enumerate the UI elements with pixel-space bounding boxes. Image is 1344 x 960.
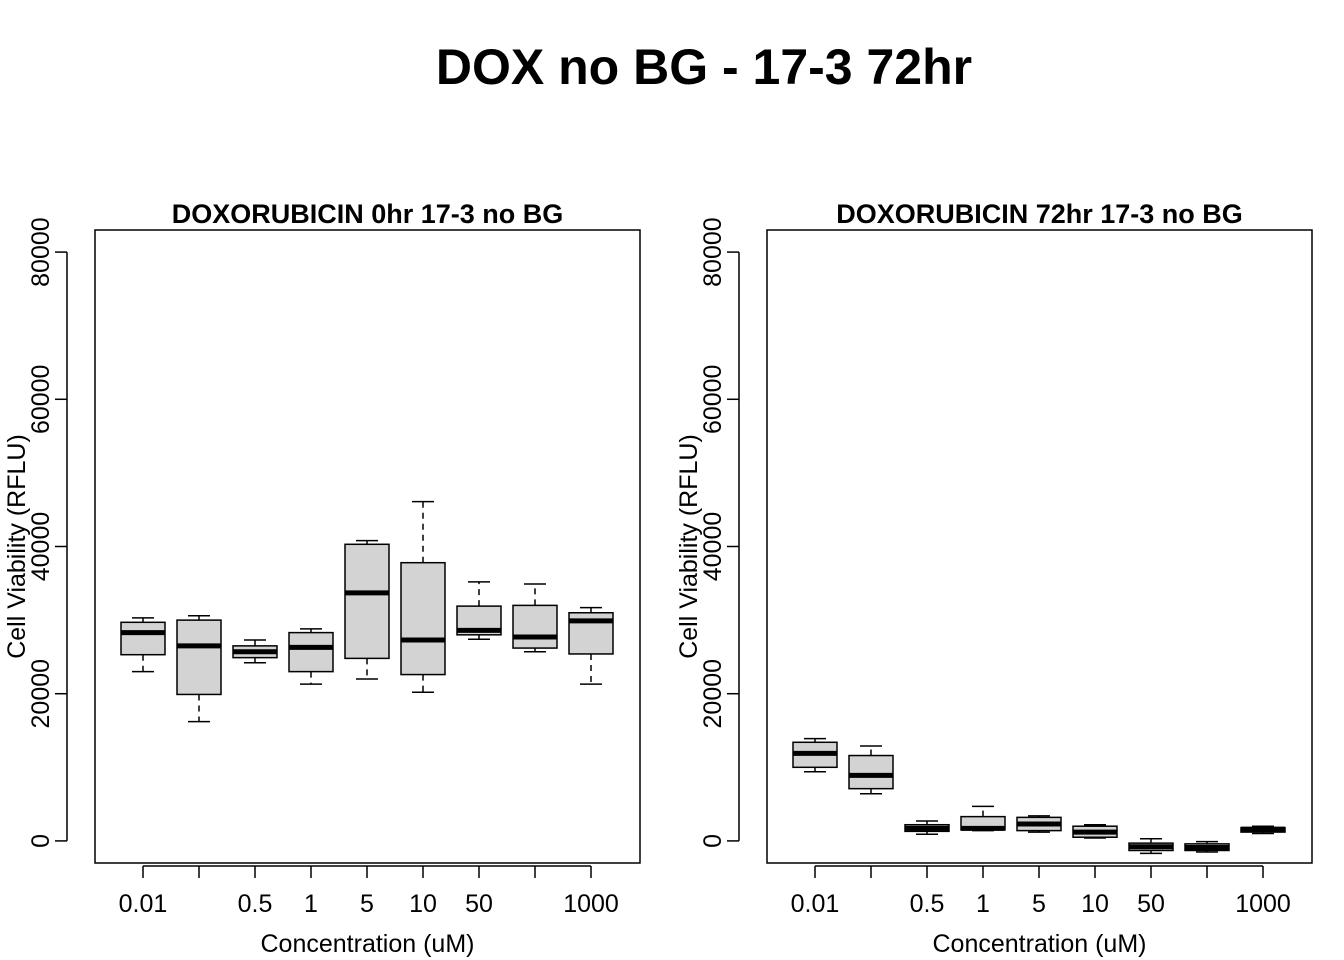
plot-frame	[766, 229, 1313, 864]
box-iqr	[512, 604, 558, 649]
main-title: DOX no BG - 17-3 72hr	[435, 39, 973, 95]
x-tick-label: 5	[1032, 890, 1046, 918]
box-5	[1072, 823, 1118, 839]
box-0	[120, 617, 166, 673]
box-4	[1016, 815, 1062, 833]
box-iqr	[848, 754, 894, 790]
box-iqr	[120, 621, 166, 656]
y-tick-label: 40000	[27, 512, 55, 582]
y-tick-label: 80000	[699, 217, 727, 287]
box-1	[176, 614, 222, 723]
y-tick-label: 60000	[27, 365, 55, 435]
y-axis-label: Cell Viability (RFLU)	[3, 434, 31, 659]
box-7	[512, 583, 558, 653]
box-iqr	[344, 543, 390, 660]
box-3	[288, 628, 334, 685]
y-tick-label: 80000	[27, 217, 55, 287]
x-tick-label: 1000	[563, 890, 619, 918]
box-8	[568, 606, 614, 685]
x-axis-label: Concentration (uM)	[933, 930, 1147, 958]
box-2	[904, 820, 950, 836]
box-8	[1240, 825, 1286, 835]
panel-title: DOXORUBICIN 72hr 17-3 no BG	[836, 199, 1243, 229]
y-tick-label: 20000	[27, 659, 55, 729]
x-tick-label: 1	[304, 890, 318, 918]
plot-frame	[94, 229, 641, 864]
y-axis-label: Cell Viability (RFLU)	[675, 434, 703, 659]
y-tick-label: 20000	[699, 659, 727, 729]
x-tick-label: 5	[360, 890, 374, 918]
x-tick-label: 0.01	[119, 890, 168, 918]
box-iqr	[400, 561, 446, 676]
x-axis-label: Concentration (uM)	[261, 930, 475, 958]
box-6	[456, 581, 502, 640]
box-0	[792, 737, 838, 773]
box-iqr	[288, 631, 334, 673]
box-7	[1184, 840, 1230, 853]
x-tick-label: 50	[1137, 890, 1165, 918]
y-tick-label: 0	[27, 834, 55, 848]
y-tick-label: 40000	[699, 512, 727, 582]
panel-left: DOXORUBICIN 0hr 17-3 no BG 0 20000 40000 600…	[3, 199, 641, 958]
box-5	[400, 500, 446, 693]
box-6	[1128, 837, 1174, 855]
box-2	[232, 639, 278, 664]
x-tick-label: 0.5	[238, 890, 273, 918]
x-tick-label: 0.01	[791, 890, 840, 918]
x-tick-label: 0.5	[910, 890, 945, 918]
y-tick-label: 0	[699, 834, 727, 848]
x-tick-label: 1	[976, 890, 990, 918]
x-tick-label: 1000	[1235, 890, 1291, 918]
box-iqr	[176, 619, 222, 696]
y-tick-label: 60000	[699, 365, 727, 435]
box-1	[848, 745, 894, 795]
x-tick-label: 10	[1081, 890, 1109, 918]
x-tick-label: 50	[465, 890, 493, 918]
box-4	[344, 539, 390, 680]
box-3	[960, 805, 1006, 832]
panel-title: DOXORUBICIN 0hr 17-3 no BG	[172, 199, 564, 229]
panel-right: DOXORUBICIN 72hr 17-3 no BG 0 20000 40000 60…	[675, 199, 1313, 958]
x-tick-label: 10	[409, 890, 437, 918]
